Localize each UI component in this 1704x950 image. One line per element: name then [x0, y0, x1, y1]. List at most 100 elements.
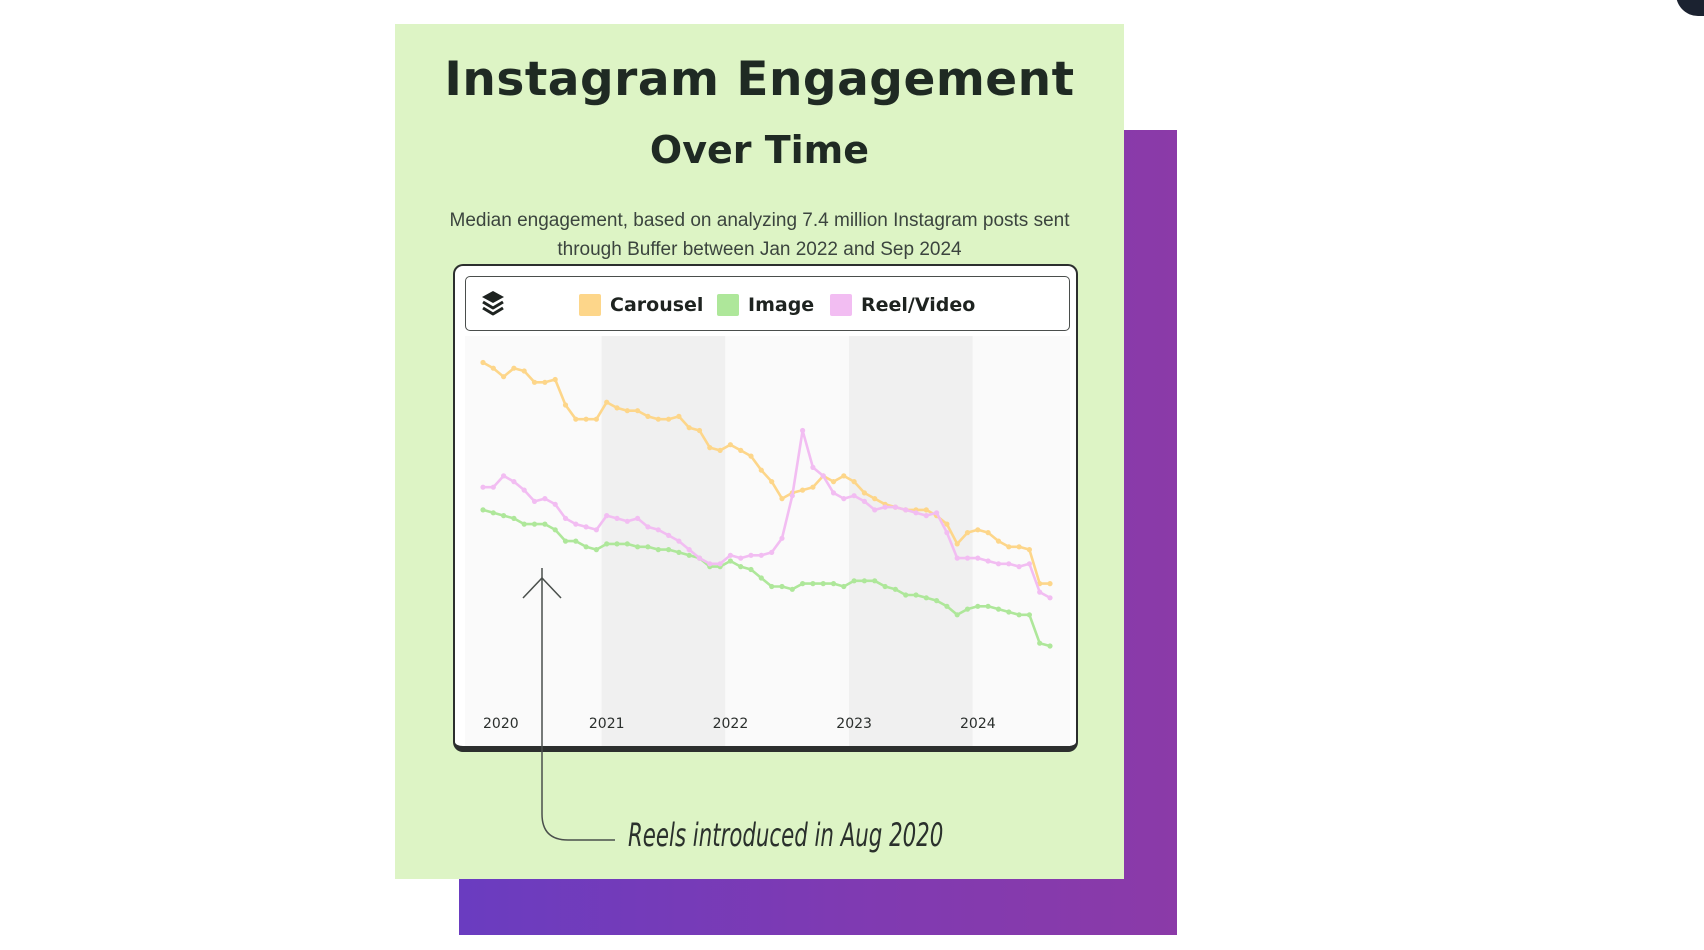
data-point	[923, 507, 929, 513]
data-point	[655, 416, 661, 422]
data-point	[975, 603, 981, 609]
data-point	[686, 547, 692, 553]
data-point	[635, 408, 641, 414]
data-point	[1047, 643, 1053, 649]
legend-swatch-carousel	[579, 294, 601, 316]
data-point	[882, 583, 888, 590]
data-point	[758, 467, 764, 473]
data-point	[552, 527, 558, 533]
data-point	[1006, 544, 1012, 550]
x-tick-label: 2024	[960, 716, 996, 732]
data-point	[1006, 609, 1012, 615]
data-point	[635, 544, 641, 550]
chart-subtitle: Over Time	[649, 128, 870, 172]
data-point	[1016, 544, 1022, 550]
data-point	[521, 521, 527, 527]
data-point	[562, 402, 569, 408]
data-point	[542, 379, 548, 385]
data-point	[511, 365, 517, 371]
data-point	[892, 586, 898, 592]
data-point	[861, 498, 867, 504]
legend-item-image: Image	[717, 294, 814, 316]
data-point	[872, 496, 878, 502]
plot-background	[465, 336, 1070, 746]
data-point	[593, 547, 599, 553]
data-point	[800, 427, 806, 434]
x-tick-label: 2021	[589, 716, 625, 732]
data-point	[1026, 612, 1032, 618]
data-point	[841, 583, 847, 590]
data-point	[717, 561, 723, 567]
data-point	[964, 530, 971, 536]
data-point	[985, 603, 991, 609]
legend: Carousel Image Reel/Video	[465, 276, 1070, 331]
data-point	[501, 374, 507, 380]
data-point	[779, 496, 785, 502]
x-tick-label: 2020	[483, 716, 519, 732]
data-point	[810, 581, 816, 587]
data-point	[954, 555, 960, 561]
chart-description: Median engagement, based on analyzing 7.…	[449, 210, 1070, 260]
legend-item-reel-video: Reel/Video	[830, 294, 975, 316]
x-tick-label: 2023	[836, 716, 872, 732]
infographic-card: Instagram Engagement Over Time Median en…	[395, 24, 1124, 879]
legend-label-image: Image	[748, 294, 815, 316]
data-point	[872, 507, 878, 513]
data-point	[779, 535, 785, 541]
data-point	[727, 442, 733, 448]
legend-item-carousel: Carousel	[579, 294, 703, 316]
data-point	[851, 493, 857, 499]
x-tick-label: 2022	[713, 716, 749, 732]
data-point	[1006, 561, 1012, 567]
data-point	[820, 473, 826, 479]
data-point	[964, 555, 971, 561]
data-point	[954, 541, 960, 547]
data-point	[531, 498, 538, 504]
data-point	[1047, 595, 1053, 601]
legend-swatch-reel-video	[830, 294, 852, 316]
data-point	[830, 479, 837, 485]
data-point	[531, 379, 538, 385]
data-point	[593, 416, 599, 422]
data-point	[861, 578, 867, 584]
data-point	[851, 479, 857, 485]
data-point	[624, 541, 630, 547]
data-point	[562, 515, 569, 521]
data-point	[769, 583, 775, 590]
data-point	[676, 413, 682, 419]
data-point	[738, 447, 744, 453]
line-chart: 2020 2021 2022 2023 2024	[465, 336, 1070, 746]
data-point	[923, 595, 929, 601]
data-point	[604, 541, 610, 547]
data-point	[686, 425, 692, 431]
data-point	[944, 603, 950, 609]
data-point	[614, 405, 620, 411]
data-point	[975, 555, 981, 561]
data-point	[490, 510, 496, 516]
data-point	[975, 527, 981, 533]
data-point	[645, 544, 651, 550]
data-point	[666, 416, 672, 422]
data-point	[995, 538, 1002, 544]
data-point	[552, 376, 558, 383]
data-point	[707, 445, 713, 451]
data-point	[521, 487, 527, 493]
data-point	[686, 552, 692, 558]
data-point	[892, 504, 898, 510]
data-point	[666, 532, 672, 538]
data-point	[748, 453, 754, 459]
data-point	[882, 504, 888, 510]
data-point	[985, 530, 991, 536]
layers-icon	[482, 291, 504, 316]
data-point	[727, 558, 733, 564]
data-point	[923, 513, 929, 519]
data-point	[995, 606, 1002, 612]
data-point	[604, 513, 610, 519]
data-point	[573, 416, 579, 422]
data-point	[480, 484, 486, 490]
legend-swatch-image	[717, 294, 739, 316]
data-point	[758, 575, 764, 581]
data-point	[810, 484, 816, 490]
data-point	[624, 408, 630, 414]
data-point	[934, 510, 940, 516]
